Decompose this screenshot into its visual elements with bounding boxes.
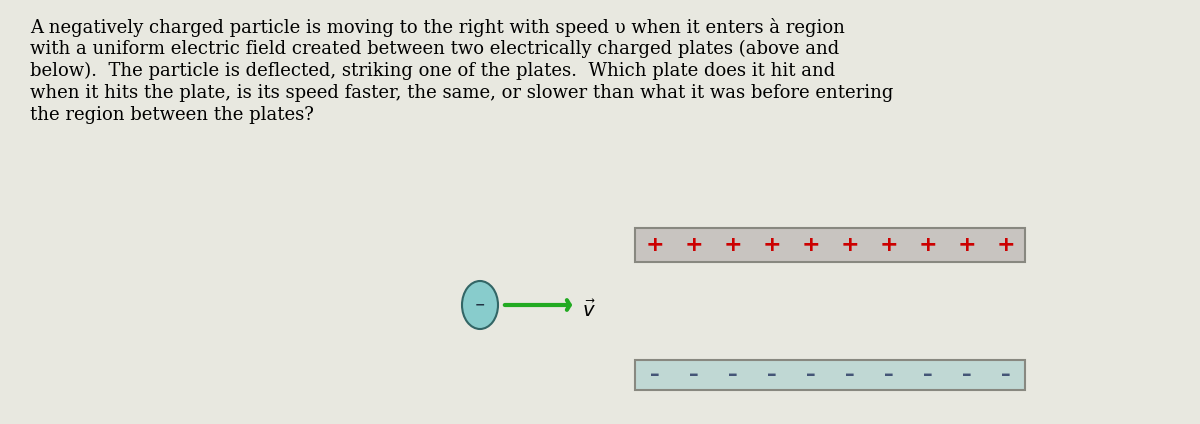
Text: +: + [684,235,703,255]
Bar [635,360,1025,390]
Text: –: – [727,365,737,385]
Ellipse shape [462,281,498,329]
Text: +: + [996,235,1015,255]
Text: the region between the plates?: the region between the plates? [30,106,314,124]
Text: –: – [883,365,893,385]
Text: –: – [1001,365,1010,385]
Text: –: – [649,365,659,385]
Text: –: – [805,365,815,385]
Text: –: – [961,365,971,385]
Text: –: – [923,365,932,385]
Text: +: + [802,235,820,255]
Text: +: + [762,235,781,255]
Text: +: + [880,235,898,255]
Text: –: – [767,365,776,385]
Text: +: + [646,235,664,255]
Text: when it hits the plate, is its speed faster, the same, or slower than what it wa: when it hits the plate, is its speed fas… [30,84,893,102]
Bar [635,228,1025,262]
Text: $\vec{v}$: $\vec{v}$ [582,300,595,321]
Text: –: – [689,365,698,385]
Text: A negatively charged particle is moving to the right with speed υ when it enters: A negatively charged particle is moving … [30,18,845,37]
Text: +: + [724,235,742,255]
Text: with a uniform electric field created between two electrically charged plates (a: with a uniform electric field created be… [30,40,839,58]
Text: –: – [845,365,854,385]
Text: +: + [918,235,937,255]
Text: −: − [475,298,485,312]
Text: below).  The particle is deflected, striking one of the plates.  Which plate doe: below). The particle is deflected, strik… [30,62,835,80]
Text: +: + [840,235,859,255]
Text: +: + [958,235,976,255]
